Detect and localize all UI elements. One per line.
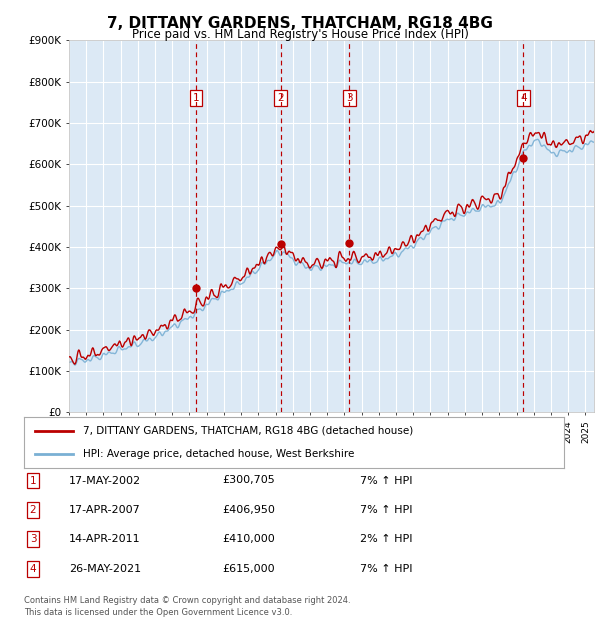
Text: Price paid vs. HM Land Registry's House Price Index (HPI): Price paid vs. HM Land Registry's House … [131, 28, 469, 41]
Text: 7% ↑ HPI: 7% ↑ HPI [360, 564, 413, 574]
Text: 14-APR-2011: 14-APR-2011 [69, 534, 140, 544]
Text: 17-MAY-2002: 17-MAY-2002 [69, 476, 141, 485]
Text: 4: 4 [520, 93, 527, 103]
Text: 3: 3 [29, 534, 37, 544]
Text: 2: 2 [277, 93, 284, 103]
Text: HPI: Average price, detached house, West Berkshire: HPI: Average price, detached house, West… [83, 450, 355, 459]
Text: 7% ↑ HPI: 7% ↑ HPI [360, 476, 413, 485]
Text: 26-MAY-2021: 26-MAY-2021 [69, 564, 141, 574]
Text: 3: 3 [346, 93, 353, 103]
Text: £410,000: £410,000 [222, 534, 275, 544]
Text: 2% ↑ HPI: 2% ↑ HPI [360, 534, 413, 544]
Text: 2: 2 [29, 505, 37, 515]
Text: Contains HM Land Registry data © Crown copyright and database right 2024.
This d: Contains HM Land Registry data © Crown c… [24, 596, 350, 617]
Text: 1: 1 [193, 93, 199, 103]
Text: 17-APR-2007: 17-APR-2007 [69, 505, 141, 515]
Text: £300,705: £300,705 [222, 476, 275, 485]
Text: 4: 4 [29, 564, 37, 574]
Text: 1: 1 [29, 476, 37, 485]
Text: 7% ↑ HPI: 7% ↑ HPI [360, 505, 413, 515]
Text: 7, DITTANY GARDENS, THATCHAM, RG18 4BG: 7, DITTANY GARDENS, THATCHAM, RG18 4BG [107, 16, 493, 30]
Text: £615,000: £615,000 [222, 564, 275, 574]
Text: 7, DITTANY GARDENS, THATCHAM, RG18 4BG (detached house): 7, DITTANY GARDENS, THATCHAM, RG18 4BG (… [83, 426, 413, 436]
Text: £406,950: £406,950 [222, 505, 275, 515]
